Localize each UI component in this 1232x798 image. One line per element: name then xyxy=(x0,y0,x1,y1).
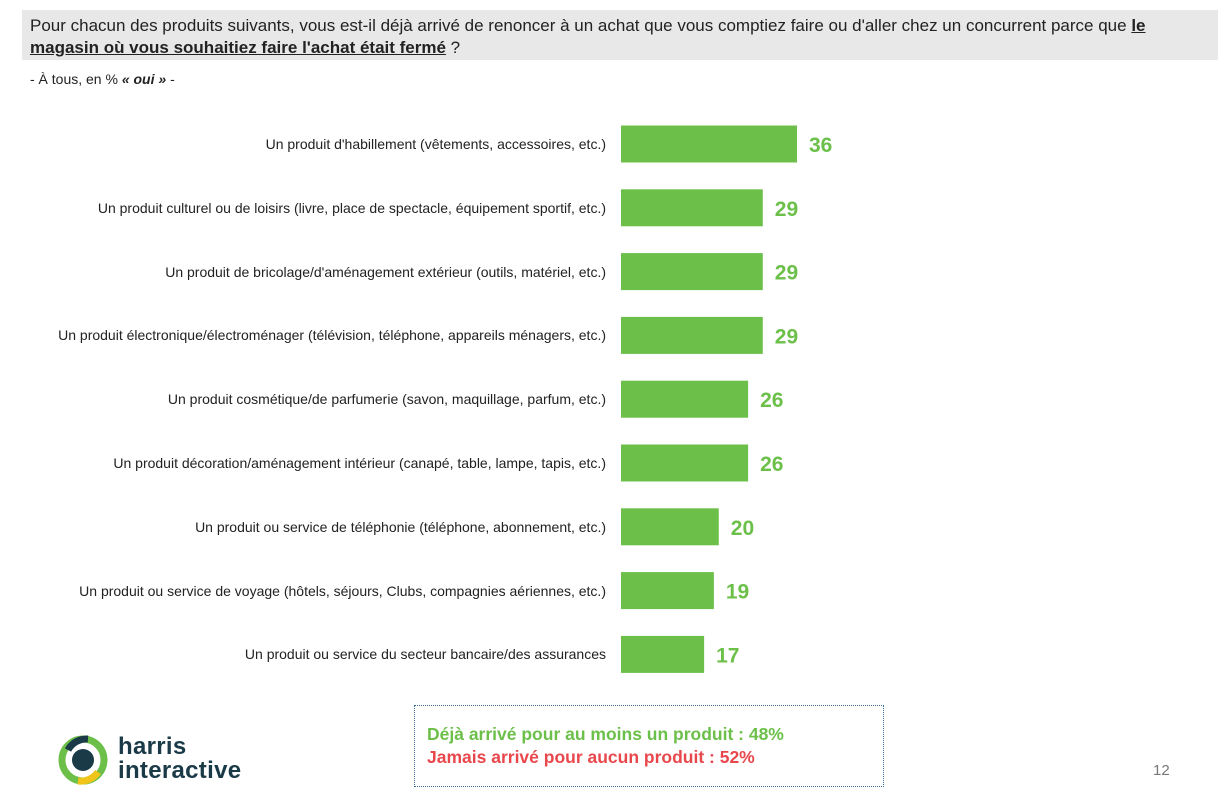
question-before: Pour chacun des produits suivants, vous … xyxy=(30,16,1132,35)
category-label-3: Un produit de bricolage/d'aménagement ex… xyxy=(165,263,606,280)
bar-8 xyxy=(621,572,714,610)
bar-5 xyxy=(621,380,749,418)
bar-4 xyxy=(621,316,763,354)
bar-value-label-2: 29 xyxy=(775,198,798,221)
category-label-8: Un produit ou service de voyage (hôtels,… xyxy=(79,582,606,599)
bar-value-label-1: 36 xyxy=(809,134,832,157)
bar-value-label-5: 26 xyxy=(760,389,783,412)
question-text: Pour chacun des produits suivants, vous … xyxy=(30,15,1210,59)
bar-chart: 36 29 29 29 26 26 20 19 17 xyxy=(621,125,832,673)
subtitle-emphasis: « oui » xyxy=(121,71,167,87)
category-label-2: Un produit culturel ou de loisirs (livre… xyxy=(97,199,606,216)
logo-text: harris interactive xyxy=(118,735,241,783)
subtitle-suffix: - xyxy=(166,71,175,87)
bar-7 xyxy=(621,508,719,546)
bar-value-label-6: 26 xyxy=(760,453,783,476)
bar-1 xyxy=(621,125,797,163)
bar-9 xyxy=(621,635,705,673)
subtitle: - À tous, en % « oui » - xyxy=(30,71,175,87)
category-label-6: Un produit décoration/aménagement intéri… xyxy=(113,455,606,471)
bar-value-label-3: 29 xyxy=(775,262,798,285)
page-number: 12 xyxy=(1153,762,1170,779)
question-after: ? xyxy=(445,38,461,57)
bar-6 xyxy=(621,444,749,482)
summary-no-line: Jamais arrivé pour aucun produit : 52% xyxy=(427,747,755,767)
bar-value-label-4: 29 xyxy=(775,325,798,348)
question-band xyxy=(22,10,1218,60)
category-label-4: Un produit électronique/électroménager (… xyxy=(58,327,606,344)
question-emphasis: le magasin où vous souhaitiez faire l'ac… xyxy=(30,16,1146,57)
summary-yes-line: Déjà arrivé pour au moins un produit : 4… xyxy=(427,724,784,744)
bar-3 xyxy=(621,253,763,291)
summary-box: Déjà arrivé pour au moins un produit : 4… xyxy=(414,705,884,787)
bar-value-label-9: 17 xyxy=(716,644,739,667)
bar-value-label-8: 19 xyxy=(726,581,749,604)
harris-logo-icon xyxy=(58,735,108,785)
subtitle-prefix: - À tous, en % xyxy=(30,71,122,87)
bar-value-label-7: 20 xyxy=(731,517,754,540)
category-label-9: Un produit ou service du secteur bancair… xyxy=(244,646,606,663)
category-label-7: Un produit ou service de téléphonie (tél… xyxy=(195,518,606,535)
logo-line2: interactive xyxy=(118,757,242,784)
bar-2 xyxy=(621,189,763,227)
category-label-1: Un produit d'habillement (vêtements, acc… xyxy=(265,136,606,152)
logo-line1: harris xyxy=(118,733,187,760)
category-label-5: Un produit cosmétique/de parfumerie (sav… xyxy=(167,391,606,408)
